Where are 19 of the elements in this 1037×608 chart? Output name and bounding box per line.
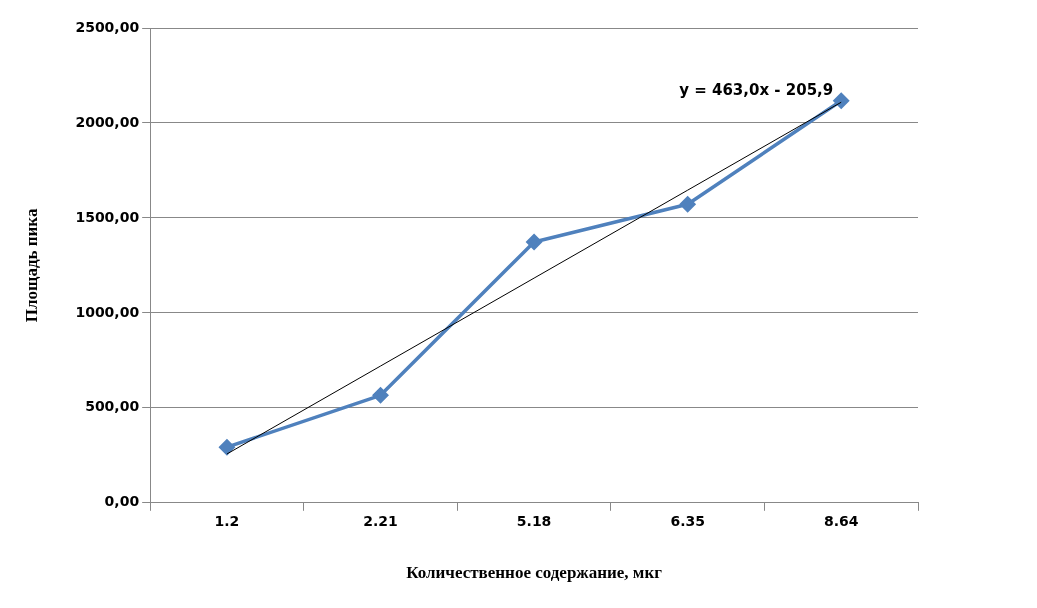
y-tick-label: 1000,00 — [75, 303, 140, 320]
x-tick-label: 5.18 — [516, 512, 552, 529]
point — [833, 92, 849, 109]
y-tick-label: 2000,00 — [75, 113, 140, 130]
y-tick-label: 1500,00 — [75, 208, 140, 225]
annotation: y = 463,0x - 205,9 — [679, 80, 834, 99]
point — [526, 234, 542, 250]
x-tick-label: 1.2 — [214, 512, 240, 529]
y-axis-title: Площадь пика — [21, 208, 41, 323]
point — [679, 196, 696, 212]
x-tick-label: 6.35 — [670, 512, 705, 529]
x-tick-label: 8.64 — [823, 512, 859, 529]
y-tick-label: 2500,00 — [75, 18, 140, 35]
x-tick-label: 2.21 — [363, 512, 398, 529]
y-tick-label: 500,00 — [85, 398, 140, 415]
point — [219, 439, 235, 455]
y-tick-label: 0,00 — [104, 493, 140, 510]
point — [372, 387, 389, 404]
x-axis-title: Количественное содержание, мкг — [406, 563, 663, 583]
